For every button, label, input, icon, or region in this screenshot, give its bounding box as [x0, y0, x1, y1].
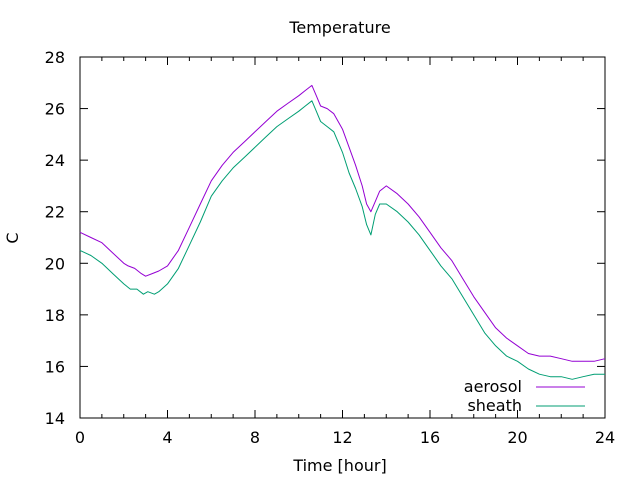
y-tick-label: 22 [45, 203, 65, 222]
legend-label-sheath: sheath [467, 396, 522, 415]
x-axis-title: Time [hour] [292, 456, 386, 475]
series-line-aerosol [79, 84, 606, 362]
x-tick-label: 12 [332, 428, 352, 447]
x-tick-label: 4 [162, 428, 172, 447]
y-tick-label: 24 [45, 151, 65, 170]
plot-frame [79, 56, 606, 419]
y-tick-label: 18 [45, 306, 65, 325]
legend-label-aerosol: aerosol [464, 377, 522, 396]
x-tick-label: 20 [507, 428, 527, 447]
x-tick-label: 16 [420, 428, 440, 447]
series-line-sheath [79, 100, 605, 380]
x-tick-label: 24 [595, 428, 615, 447]
x-tick-label: 0 [75, 428, 85, 447]
y-tick-label: 26 [45, 100, 65, 119]
chart-title: Temperature [288, 18, 390, 37]
y-tick-label: 16 [45, 357, 65, 376]
x-tick-label: 8 [250, 428, 260, 447]
axes-layer: 0 4 8 12 16 20 24 14 16 18 20 22 24 26 28 [45, 48, 616, 447]
series-layer [79, 84, 606, 380]
y-tick-label: 20 [45, 254, 65, 273]
y-tick-label: 14 [45, 409, 65, 428]
y-tick-label: 28 [45, 48, 65, 67]
y-axis-title: C [3, 232, 22, 243]
